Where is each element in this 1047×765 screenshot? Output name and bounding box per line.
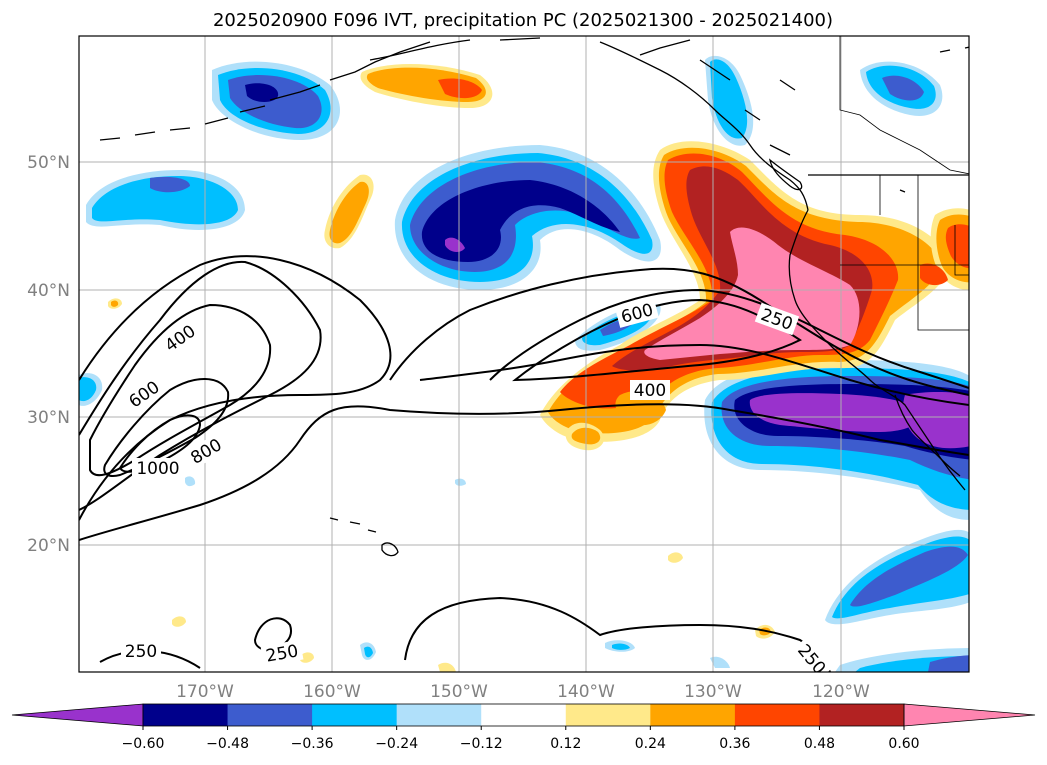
lat-tick-20n: 20°N: [27, 536, 70, 556]
colorbar-extend-max: [903, 703, 1036, 727]
lat-tick-labels: 50°N 40°N 30°N 20°N: [27, 153, 70, 556]
colorbar-segment: [481, 704, 567, 726]
colorbar-tick-label: −0.60: [122, 736, 165, 752]
colorbar-tick-label: −0.36: [291, 736, 334, 752]
ivt-contours: [79, 255, 969, 672]
lon-tick-160w: 160°W: [303, 682, 361, 702]
colorbar: [11, 703, 1036, 727]
colorbar-tick-label: −0.12: [460, 736, 503, 752]
lon-tick-labels: 170°W 160°W 150°W 140°W 130°W 120°W: [176, 682, 870, 702]
lat-tick-30n: 30°N: [27, 408, 70, 428]
colorbar-segment: [650, 704, 736, 726]
colorbar-segment: [143, 704, 229, 726]
lat-tick-40n: 40°N: [27, 281, 70, 301]
colorbar-tick-label: 0.48: [804, 736, 835, 752]
colorbar-tick-label: 0.60: [888, 736, 919, 752]
colorbar-extend-min: [11, 703, 144, 727]
lat-tick-50n: 50°N: [27, 153, 70, 173]
lon-tick-170w: 170°W: [176, 682, 234, 702]
contour-label-250b: 250: [125, 642, 157, 662]
lon-tick-120w: 120°W: [812, 682, 870, 702]
gridlines: [79, 36, 969, 672]
colorbar-segment: [565, 704, 651, 726]
colorbar-tick-label: 0.24: [635, 736, 666, 752]
lon-tick-150w: 150°W: [430, 682, 488, 702]
map-frame: [78, 35, 970, 673]
lon-tick-130w: 130°W: [684, 682, 742, 702]
colorbar-segment: [312, 704, 398, 726]
colorbar-segment: [734, 704, 820, 726]
colorbar-segment: [819, 704, 905, 726]
contour-label-400b: 400: [634, 381, 666, 401]
colorbar-segment: [396, 704, 482, 726]
colorbar-frame: [142, 703, 905, 727]
coastlines: [99, 36, 969, 557]
lon-tick-140w: 140°W: [557, 682, 615, 702]
colorbar-tick-label: −0.48: [206, 736, 249, 752]
colorbar-tick-label: 0.36: [719, 736, 750, 752]
contour-label-1000: 1000: [136, 459, 179, 479]
colorbar-tick-label: 0.12: [550, 736, 581, 752]
colorbar-tick-labels: −0.60 −0.48 −0.36 −0.24 −0.12 0.12 0.24 0.36 0.4…: [122, 726, 920, 752]
figure-title: 2025020900 F096 IVT, precipitation PC (2…: [213, 10, 833, 31]
colorbar-segment: [227, 704, 313, 726]
map-content: 400 600 1000 800 600 250 400 250 250 250: [79, 36, 969, 672]
colorbar-tick-label: −0.24: [375, 736, 418, 752]
